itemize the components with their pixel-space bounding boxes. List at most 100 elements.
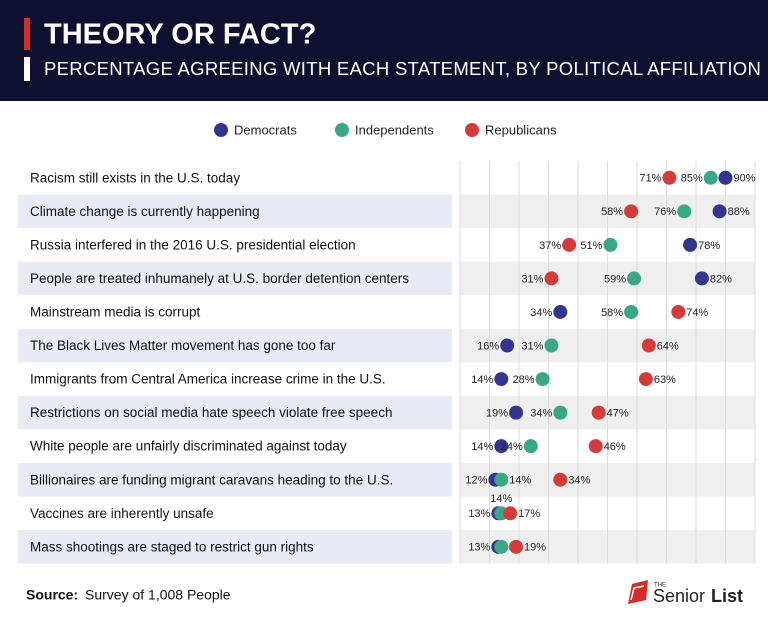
row-label: Immigrants from Central America increase… [30, 372, 386, 387]
dot [500, 338, 515, 353]
data-label: 16% [477, 340, 499, 352]
legend-label: Republicans [485, 122, 557, 137]
row-band [18, 395, 452, 430]
data-label: 12% [465, 475, 487, 487]
data-label: 46% [604, 441, 626, 453]
data-label: 28% [513, 374, 535, 386]
data-label: 31% [521, 273, 543, 285]
dot [588, 439, 603, 454]
dot [553, 472, 568, 487]
row-band [18, 194, 452, 229]
data-label: 78% [698, 240, 720, 252]
data-label: 14% [471, 441, 493, 453]
dot [624, 204, 639, 219]
data-label: 58% [601, 206, 623, 218]
logo-icon [630, 585, 645, 601]
data-label: 19% [486, 408, 508, 420]
dot [603, 237, 618, 252]
dot [694, 271, 709, 286]
dot [509, 405, 524, 420]
row-label: Restrictions on social media hate speech… [30, 405, 392, 420]
data-label: 74% [686, 307, 708, 319]
dot [494, 439, 509, 454]
dot [509, 539, 524, 554]
data-label: 51% [580, 240, 602, 252]
data-label: 13% [468, 542, 490, 554]
row-band [18, 462, 452, 497]
dot [553, 405, 568, 420]
accent-bar [24, 57, 30, 81]
subtitle: PERCENTAGE AGREEING WITH EACH STATEMENT,… [44, 58, 761, 79]
dot [703, 170, 718, 185]
data-label: 58% [601, 307, 623, 319]
logo-small: THE [654, 583, 666, 589]
dot [544, 271, 559, 286]
data-label: 19% [524, 542, 546, 554]
row-label: Russia interfered in the 2016 U.S. presi… [30, 237, 356, 252]
data-label: 88% [728, 206, 750, 218]
data-label: 24% [501, 441, 523, 453]
data-label: 14% [490, 493, 512, 505]
data-label: 47% [607, 408, 629, 420]
row-label: People are treated inhumanely at U.S. bo… [30, 271, 409, 286]
data-label: 31% [521, 340, 543, 352]
legend-marker [214, 123, 228, 137]
data-label: 34% [530, 307, 552, 319]
data-label: 34% [530, 408, 552, 420]
dot [494, 472, 509, 487]
data-label: 34% [568, 475, 590, 487]
logo-name: List [711, 586, 743, 606]
dot [544, 338, 559, 353]
data-label: 14% [509, 475, 531, 487]
row-label: Billionaires are funding migrant caravan… [30, 472, 393, 487]
data-label: 14% [471, 374, 493, 386]
legend-label: Independents [355, 122, 434, 137]
dot [562, 237, 577, 252]
header-band [0, 0, 768, 101]
data-label: 90% [734, 173, 756, 185]
dot [624, 304, 639, 319]
dot [503, 506, 518, 521]
data-label: 37% [539, 240, 561, 252]
row-label: Mainstream media is corrupt [30, 305, 201, 320]
dot [523, 439, 538, 454]
dot [671, 304, 686, 319]
logo-name: Senior [653, 586, 705, 606]
row-label: Vaccines are inherently unsafe [30, 506, 214, 521]
dot [535, 372, 550, 387]
legend-label: Democrats [234, 122, 297, 137]
data-label: 17% [518, 508, 540, 520]
row-band [18, 261, 452, 296]
row-band [18, 328, 452, 363]
row-label: White people are unfairly discriminated … [30, 439, 347, 454]
dot [718, 170, 733, 185]
row-label: The Black Lives Matter movement has gone… [30, 338, 336, 353]
data-label: 82% [710, 273, 732, 285]
source-text: Survey of 1,008 People [85, 587, 231, 603]
title: THEORY OR FACT? [44, 19, 316, 51]
data-label: 63% [654, 374, 676, 386]
row-label: Racism still exists in the U.S. today [30, 170, 240, 185]
legend-marker [465, 123, 479, 137]
data-label: 71% [639, 173, 661, 185]
dot [677, 204, 692, 219]
row-label: Mass shootings are staged to restrict gu… [30, 539, 314, 554]
data-label: 59% [604, 273, 626, 285]
accent-bar [24, 18, 30, 50]
dot [641, 338, 656, 353]
logo: THE Senior List [628, 580, 743, 606]
dot [683, 237, 698, 252]
data-label: 85% [681, 173, 703, 185]
dot [638, 372, 653, 387]
row-band [18, 530, 452, 564]
data-label: 76% [654, 206, 676, 218]
dot [627, 271, 642, 286]
source-label: Source: [26, 587, 78, 603]
dot [553, 304, 568, 319]
dot [662, 170, 677, 185]
data-label: 13% [468, 508, 490, 520]
legend-marker [335, 123, 349, 137]
chart: Democrats Independents Republicans Racism s… [18, 122, 756, 564]
